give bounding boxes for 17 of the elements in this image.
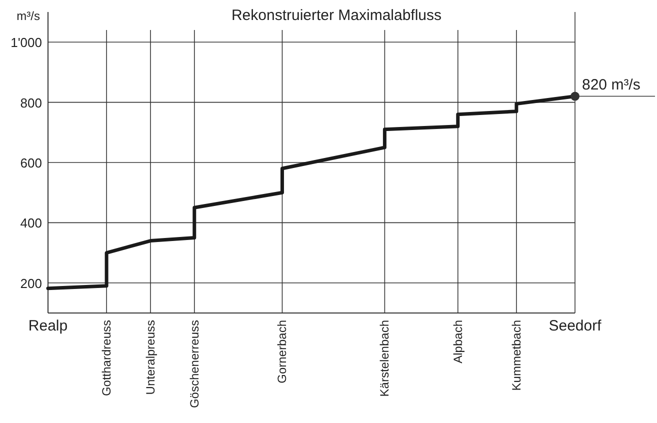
x-tick-label: Seedorf (548, 317, 602, 334)
y-tick-label: 1'000 (10, 35, 42, 50)
x-tick-label: Kärstelenbach (378, 320, 392, 397)
chart-title: Rekonstruierter Maximalabfluss (231, 7, 442, 24)
x-tick-label: Gornerbach (275, 320, 290, 384)
annotation: 820 m³/s (582, 76, 640, 94)
x-tick-label: Realp (28, 317, 68, 334)
y-tick-label: 400 (20, 216, 42, 231)
y-tick-label: 200 (20, 276, 42, 291)
y-tick-label: 600 (20, 156, 42, 170)
y-tick-label: 800 (20, 95, 42, 110)
x-tick-label: Alpbach (450, 320, 465, 364)
x-tick-label: Göschenerreuss (187, 320, 202, 408)
x-tick-label: Kummetbach (509, 320, 524, 391)
y-axis-title: m³/s (16, 9, 40, 23)
x-tick-label: Unteralpreuss (143, 320, 158, 395)
x-tick-label: Gotthardreuss (100, 320, 114, 396)
